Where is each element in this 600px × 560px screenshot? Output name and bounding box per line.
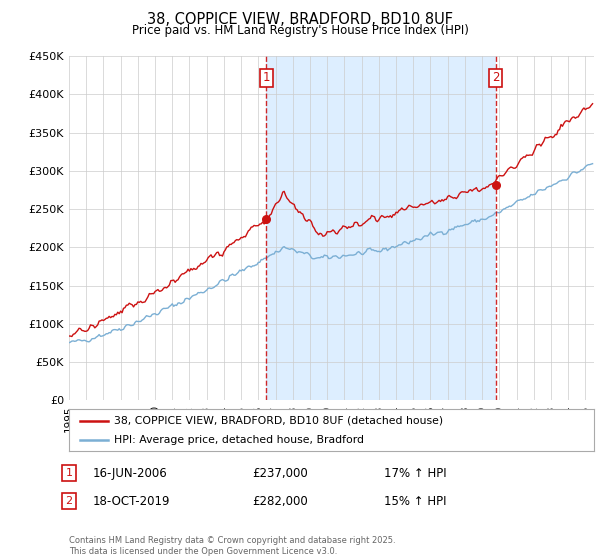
Text: 38, COPPICE VIEW, BRADFORD, BD10 8UF (detached house): 38, COPPICE VIEW, BRADFORD, BD10 8UF (de…: [113, 416, 443, 426]
Text: 2: 2: [492, 72, 499, 85]
Text: 1: 1: [65, 468, 73, 478]
Text: 16-JUN-2006: 16-JUN-2006: [93, 466, 168, 480]
Text: £237,000: £237,000: [252, 466, 308, 480]
Text: HPI: Average price, detached house, Bradford: HPI: Average price, detached house, Brad…: [113, 435, 364, 445]
Text: £282,000: £282,000: [252, 494, 308, 508]
Text: Price paid vs. HM Land Registry's House Price Index (HPI): Price paid vs. HM Land Registry's House …: [131, 24, 469, 37]
Text: 18-OCT-2019: 18-OCT-2019: [93, 494, 170, 508]
Text: 2: 2: [65, 496, 73, 506]
Text: 1: 1: [263, 72, 270, 85]
Text: 15% ↑ HPI: 15% ↑ HPI: [384, 494, 446, 508]
Text: 17% ↑ HPI: 17% ↑ HPI: [384, 466, 446, 480]
Point: [491, 180, 500, 189]
Text: 38, COPPICE VIEW, BRADFORD, BD10 8UF: 38, COPPICE VIEW, BRADFORD, BD10 8UF: [147, 12, 453, 27]
Text: Contains HM Land Registry data © Crown copyright and database right 2025.
This d: Contains HM Land Registry data © Crown c…: [69, 536, 395, 556]
Bar: [266, 56, 496, 400]
Point: [262, 214, 271, 223]
